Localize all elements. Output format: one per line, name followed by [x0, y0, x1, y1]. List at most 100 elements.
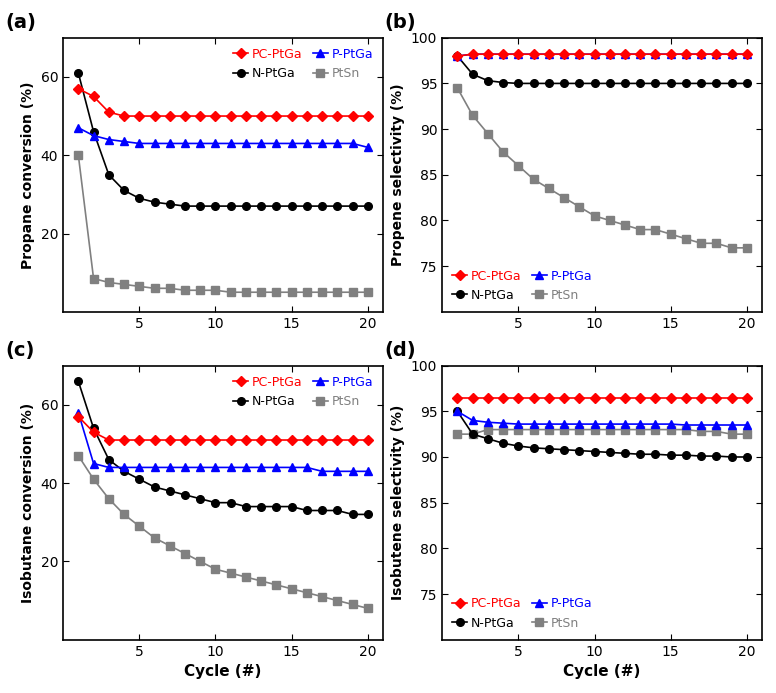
PC-PtGa	[120, 436, 129, 444]
P-PtGa	[452, 52, 462, 60]
PtSn	[104, 495, 113, 503]
N-PtGa	[452, 407, 462, 416]
PtSn	[363, 604, 372, 613]
P-PtGa	[333, 139, 342, 148]
PC-PtGa	[363, 112, 372, 120]
P-PtGa	[211, 463, 220, 471]
PC-PtGa	[134, 436, 144, 444]
N-PtGa	[257, 202, 266, 210]
PC-PtGa	[605, 50, 615, 58]
PtSn	[742, 244, 751, 252]
Legend: PC-PtGa, N-PtGa, P-PtGa, PtSn: PC-PtGa, N-PtGa, P-PtGa, PtSn	[449, 266, 596, 306]
P-PtGa	[727, 50, 736, 58]
P-PtGa	[333, 467, 342, 475]
PtSn	[241, 288, 251, 297]
N-PtGa	[651, 450, 660, 458]
N-PtGa	[272, 502, 281, 511]
P-PtGa	[287, 463, 296, 471]
N-PtGa	[363, 510, 372, 518]
N-PtGa	[727, 79, 736, 87]
P-PtGa	[180, 139, 189, 148]
N-PtGa	[651, 79, 660, 87]
Text: (a): (a)	[5, 13, 36, 33]
PC-PtGa	[651, 50, 660, 58]
P-PtGa	[150, 463, 159, 471]
PC-PtGa	[666, 50, 675, 58]
PC-PtGa	[742, 50, 751, 58]
P-PtGa	[666, 50, 675, 58]
Line: P-PtGa: P-PtGa	[74, 124, 372, 151]
Y-axis label: Propene selectivity (%): Propene selectivity (%)	[391, 83, 405, 266]
PC-PtGa	[333, 112, 342, 120]
PtSn	[529, 426, 539, 434]
N-PtGa	[211, 202, 220, 210]
P-PtGa	[226, 139, 235, 148]
Y-axis label: Isobutene selectivity (%): Isobutene selectivity (%)	[391, 405, 405, 600]
PtSn	[483, 130, 493, 138]
P-PtGa	[89, 132, 99, 140]
N-PtGa	[333, 202, 342, 210]
N-PtGa	[468, 70, 477, 78]
PtSn	[272, 581, 281, 589]
PC-PtGa	[514, 50, 523, 58]
PtSn	[333, 288, 342, 297]
P-PtGa	[651, 420, 660, 428]
N-PtGa	[257, 502, 266, 511]
N-PtGa	[226, 498, 235, 507]
PC-PtGa	[287, 436, 296, 444]
PC-PtGa	[317, 112, 327, 120]
P-PtGa	[559, 50, 569, 58]
PC-PtGa	[727, 50, 736, 58]
PtSn	[712, 239, 721, 247]
P-PtGa	[529, 50, 539, 58]
PtSn	[468, 430, 477, 438]
PtSn	[452, 430, 462, 438]
PtSn	[651, 426, 660, 434]
P-PtGa	[452, 407, 462, 416]
N-PtGa	[180, 202, 189, 210]
P-PtGa	[697, 421, 706, 429]
N-PtGa	[605, 79, 615, 87]
P-PtGa	[468, 416, 477, 425]
PC-PtGa	[226, 112, 235, 120]
N-PtGa	[636, 79, 645, 87]
PC-PtGa	[226, 436, 235, 444]
PC-PtGa	[348, 112, 357, 120]
P-PtGa	[742, 421, 751, 429]
PC-PtGa	[104, 108, 113, 116]
PtSn	[636, 225, 645, 234]
P-PtGa	[317, 139, 327, 148]
PtSn	[180, 550, 189, 558]
PtSn	[651, 225, 660, 234]
P-PtGa	[287, 139, 296, 148]
N-PtGa	[666, 79, 675, 87]
PC-PtGa	[165, 436, 175, 444]
P-PtGa	[636, 420, 645, 428]
P-PtGa	[180, 463, 189, 471]
N-PtGa	[302, 507, 311, 515]
P-PtGa	[529, 420, 539, 428]
PtSn	[514, 426, 523, 434]
PC-PtGa	[742, 394, 751, 402]
PtSn	[226, 569, 235, 577]
PtSn	[514, 161, 523, 170]
P-PtGa	[363, 467, 372, 475]
PtSn	[165, 284, 175, 292]
N-PtGa	[89, 128, 99, 136]
PC-PtGa	[287, 112, 296, 120]
N-PtGa	[605, 448, 615, 457]
Line: PC-PtGa: PC-PtGa	[74, 413, 372, 444]
P-PtGa	[196, 139, 205, 148]
N-PtGa	[104, 170, 113, 179]
X-axis label: Cycle (#): Cycle (#)	[185, 664, 262, 679]
Line: PC-PtGa: PC-PtGa	[74, 85, 372, 120]
N-PtGa	[559, 446, 569, 454]
P-PtGa	[241, 139, 251, 148]
PtSn	[302, 288, 311, 297]
N-PtGa	[498, 78, 508, 87]
X-axis label: Cycle (#): Cycle (#)	[563, 664, 641, 679]
PC-PtGa	[498, 394, 508, 402]
PC-PtGa	[483, 50, 493, 58]
N-PtGa	[348, 510, 357, 518]
PC-PtGa	[559, 50, 569, 58]
